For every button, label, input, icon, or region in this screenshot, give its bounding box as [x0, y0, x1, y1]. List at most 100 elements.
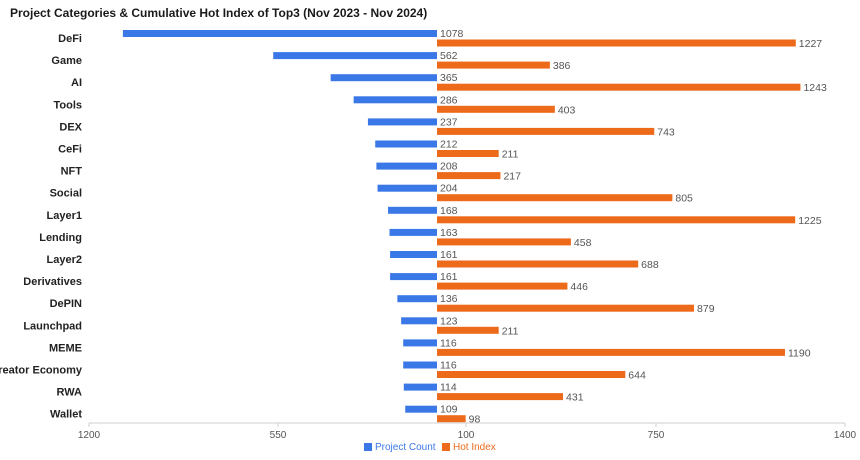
- project-count-bar-nft: [376, 162, 437, 170]
- x-tick-label: 1400: [834, 430, 857, 441]
- project-count-value-cefi: 212: [440, 139, 458, 151]
- project-count-value-meme: 116: [440, 337, 457, 349]
- hot-index-bar-layer1: [437, 216, 796, 224]
- category-label-nft: NFT: [61, 166, 83, 178]
- project-count-bar-defi: [122, 30, 438, 37]
- project-count-value-wallet: 109: [440, 404, 458, 416]
- project-count-bar-tools: [353, 96, 437, 104]
- project-count-bar-layer1: [388, 206, 437, 214]
- hot-index-value-ai: 1243: [803, 82, 827, 94]
- project-count-bar-dex: [367, 118, 437, 126]
- project-count-value-layer2: 161: [440, 249, 458, 261]
- project-count-value-creator-economy: 116: [440, 360, 457, 372]
- legend-swatch-hot-index: [442, 443, 450, 451]
- project-count-value-nft: 208: [440, 161, 458, 173]
- project-count-bar-cefi: [375, 140, 437, 148]
- hot-index-bar-cefi: [437, 150, 499, 157]
- hot-index-bar-derivatives: [437, 282, 568, 290]
- x-tick-label: 100: [458, 430, 475, 441]
- hot-index-bar-launchpad: [437, 326, 499, 334]
- hot-index-bar-nft: [437, 172, 501, 180]
- chart-title: Project Categories & Cumulative Hot Inde…: [10, 6, 428, 20]
- category-label-defi: DeFi: [58, 33, 82, 45]
- project-count-value-launchpad: 123: [440, 315, 458, 327]
- hot-index-bar-defi: [437, 39, 796, 47]
- legend-label-hot-index: Hot Index: [453, 442, 496, 453]
- project-count-bar-rwa: [403, 383, 437, 391]
- project-count-value-depin: 136: [440, 293, 458, 305]
- category-label-derivatives: Derivatives: [23, 276, 82, 288]
- hot-index-value-layer2: 688: [641, 259, 659, 271]
- category-label-meme: MEME: [49, 342, 82, 354]
- project-count-bar-wallet: [405, 405, 437, 413]
- x-tick-label: 1200: [78, 430, 101, 441]
- category-label-layer2: Layer2: [47, 254, 82, 266]
- hot-index-bar-layer2: [437, 260, 639, 268]
- hot-index-value-dex: 743: [657, 126, 675, 138]
- project-count-bar-derivatives: [390, 273, 437, 281]
- category-label-lending: Lending: [39, 232, 82, 244]
- hot-index-bar-social: [437, 194, 673, 202]
- project-count-bar-ai: [330, 74, 437, 82]
- project-count-bar-depin: [397, 295, 437, 303]
- hot-index-bar-game: [437, 61, 550, 69]
- x-tick-label: 550: [270, 430, 287, 441]
- category-label-dex: DEX: [59, 121, 82, 133]
- hot-index-value-wallet: 98: [469, 414, 481, 426]
- hot-index-bar-ai: [437, 83, 801, 91]
- project-count-bar-layer2: [390, 251, 437, 258]
- category-label-layer1: Layer1: [47, 210, 82, 222]
- legend-label-project-count: Project Count: [375, 442, 436, 453]
- hot-index-value-social: 805: [675, 193, 693, 205]
- hot-index-bar-dex: [437, 127, 655, 135]
- hot-index-value-defi: 1227: [799, 38, 823, 50]
- project-count-bar-lending: [389, 228, 437, 236]
- hot-index-value-layer1: 1225: [798, 215, 822, 227]
- hot-index-value-derivatives: 446: [570, 281, 588, 293]
- project-count-value-game: 562: [440, 50, 458, 62]
- category-label-cefi: CeFi: [58, 144, 82, 156]
- project-count-value-layer1: 168: [440, 205, 458, 217]
- category-label-depin: DePIN: [50, 298, 82, 310]
- hot-index-value-game: 386: [553, 60, 571, 72]
- project-count-value-dex: 237: [440, 116, 458, 128]
- category-label-game: Game: [51, 55, 82, 67]
- hot-index-bar-creator-economy: [437, 371, 626, 378]
- project-count-value-derivatives: 161: [440, 271, 458, 283]
- project-count-bar-launchpad: [401, 317, 437, 325]
- hot-index-value-depin: 879: [697, 303, 715, 315]
- category-label-tools: Tools: [53, 99, 82, 111]
- hot-index-value-cefi: 211: [502, 149, 519, 161]
- hot-index-value-tools: 403: [558, 104, 576, 116]
- category-label-rwa: RWA: [57, 387, 83, 399]
- project-count-value-rwa: 114: [440, 382, 457, 394]
- project-count-value-tools: 286: [440, 94, 458, 106]
- hot-index-value-meme: 1190: [788, 347, 811, 359]
- hot-index-bar-tools: [437, 105, 555, 113]
- category-label-social: Social: [50, 188, 82, 200]
- project-count-bar-meme: [403, 339, 437, 347]
- hot-index-value-creator-economy: 644: [628, 370, 646, 382]
- hot-index-value-nft: 217: [503, 171, 521, 183]
- project-count-bar-social: [377, 184, 437, 192]
- hot-index-bar-wallet: [437, 415, 466, 423]
- hot-index-bar-depin: [437, 304, 695, 312]
- category-label-wallet: Wallet: [50, 409, 82, 421]
- hot-index-bar-meme: [437, 348, 785, 356]
- category-label-ai: AI: [71, 77, 82, 89]
- project-count-value-lending: 163: [440, 227, 458, 239]
- project-count-value-social: 204: [440, 183, 458, 195]
- hot-index-value-lending: 458: [574, 237, 592, 249]
- hot-index-value-launchpad: 211: [502, 325, 519, 337]
- hot-index-bar-lending: [437, 238, 571, 246]
- category-label-launchpad: Launchpad: [23, 320, 82, 332]
- project-count-value-ai: 365: [440, 72, 458, 84]
- x-tick-label: 750: [648, 430, 665, 441]
- project-count-bar-game: [273, 52, 437, 60]
- hot-index-bar-rwa: [437, 393, 564, 401]
- legend-swatch-project-count: [364, 443, 372, 451]
- hot-index-value-rwa: 431: [566, 392, 584, 404]
- project-count-value-defi: 1078: [440, 28, 464, 40]
- category-label-creator-economy: Creator Economy: [0, 365, 83, 377]
